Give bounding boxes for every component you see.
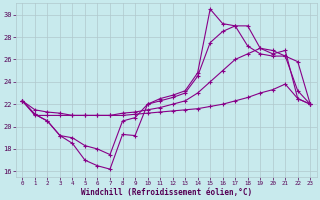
X-axis label: Windchill (Refroidissement éolien,°C): Windchill (Refroidissement éolien,°C): [81, 188, 252, 197]
